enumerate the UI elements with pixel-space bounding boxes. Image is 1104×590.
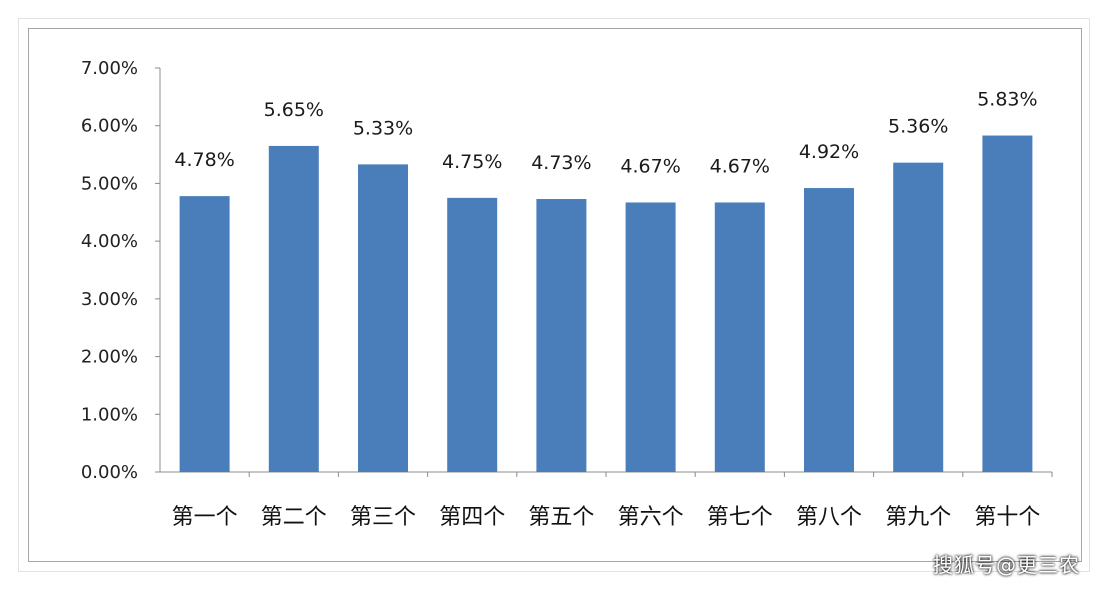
data-labels: 4.78% 5.65% 5.33% 4.75% 4.73% 4.67% 4.67% 4.92%…	[174, 89, 1037, 178]
data-label: 4.73%	[531, 152, 591, 174]
bar	[268, 145, 319, 472]
data-label: 4.67%	[620, 155, 680, 177]
data-label: 5.36%	[888, 116, 948, 138]
bar	[714, 202, 765, 472]
data-label: 4.67%	[710, 155, 770, 177]
x-axis-categories: 第一个 第二个 第三个 第四个 第五个 第六个 第七个 第八个 第九个 第十个	[172, 472, 1053, 530]
x-tick-label: 第五个	[528, 505, 594, 530]
x-tick-label: 第七个	[707, 505, 773, 530]
bar	[179, 196, 230, 472]
y-tick-label: 5.00%	[81, 173, 138, 194]
y-tick-label: 1.00%	[81, 404, 138, 425]
bar	[358, 164, 408, 472]
data-label: 4.92%	[799, 141, 859, 163]
watermark: 搜狐号@更三农	[933, 553, 1080, 577]
data-label: 4.75%	[442, 151, 502, 173]
x-tick-label: 第三个	[350, 505, 416, 530]
y-tick-label: 7.00%	[81, 58, 138, 79]
bar	[893, 162, 944, 472]
x-tick-label: 第六个	[618, 505, 684, 530]
bar	[536, 199, 587, 473]
x-tick-label: 第九个	[885, 505, 951, 530]
data-label: 5.65%	[264, 99, 324, 121]
y-tick-label: 3.00%	[81, 289, 138, 310]
x-tick-label: 第一个	[172, 505, 238, 530]
bar	[982, 135, 1033, 473]
bars	[179, 135, 1033, 473]
y-tick-label: 2.00%	[81, 347, 138, 368]
data-label: 5.33%	[353, 117, 413, 139]
x-tick-label: 第二个	[261, 505, 327, 530]
x-tick-label: 第四个	[439, 505, 505, 530]
y-tick-label: 4.00%	[81, 231, 138, 252]
x-tick-label: 第十个	[974, 505, 1040, 530]
data-label: 5.83%	[977, 89, 1037, 111]
bar	[804, 188, 854, 472]
data-label: 4.78%	[174, 149, 234, 171]
y-axis: 0.00% 1.00% 2.00% 3.00% 4.00% 5.00% 6.00% 7.00%	[81, 58, 1052, 483]
bar	[447, 197, 498, 472]
y-tick-label: 0.00%	[81, 462, 138, 483]
x-tick-label: 第八个	[796, 505, 862, 530]
y-tick-label: 6.00%	[81, 116, 138, 137]
outer-border	[18, 18, 1090, 572]
bar	[625, 202, 676, 472]
